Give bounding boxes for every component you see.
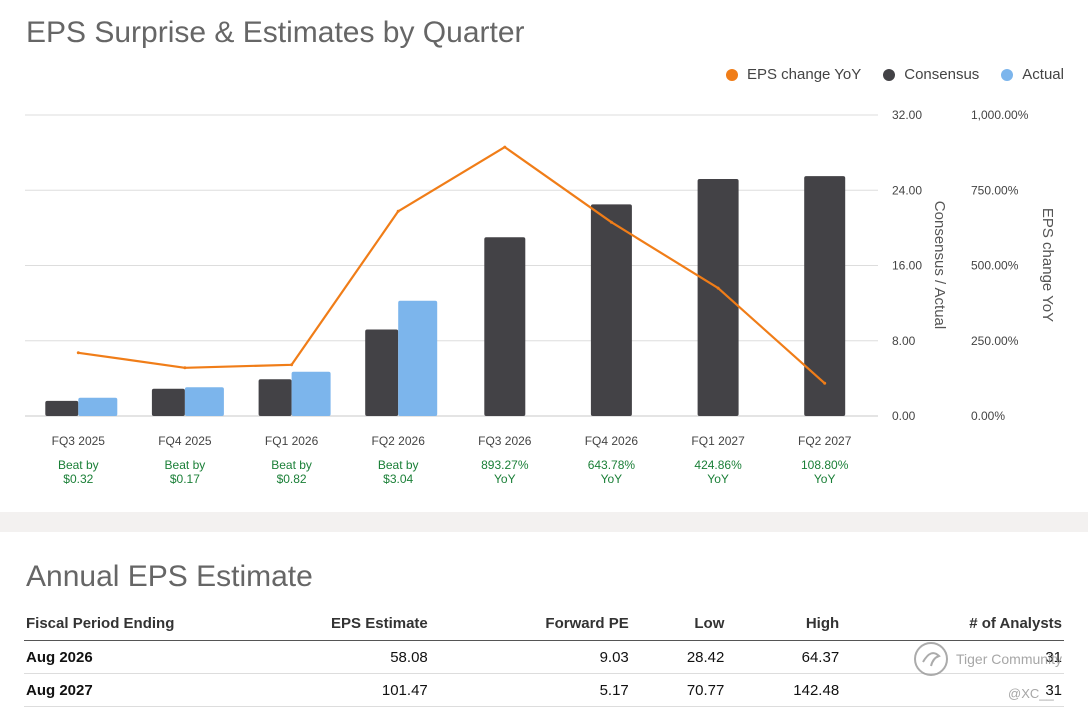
eps-change-point bbox=[609, 220, 613, 224]
eps-change-point bbox=[503, 145, 507, 149]
table-cell: Aug 2026 bbox=[24, 640, 198, 674]
legend-item[interactable]: Consensus bbox=[883, 66, 979, 83]
actual-bar bbox=[398, 300, 438, 416]
x-tick-label: FQ3 2025 bbox=[52, 434, 106, 448]
table-row: Aug 2026 58.08 9.03 28.42 64.37 31 bbox=[24, 640, 1064, 674]
y-right-tick-label: 750.00% bbox=[971, 183, 1019, 197]
bar-annotation: 643.78% bbox=[588, 458, 636, 472]
bar-annotation: $3.04 bbox=[383, 472, 413, 486]
bar-annotation: 108.80% bbox=[801, 458, 849, 472]
legend-dot-icon bbox=[1001, 68, 1014, 81]
table-header-row: Fiscal Period Ending EPS Estimate Forward … bbox=[24, 606, 1064, 641]
watermark-text: Tiger Community bbox=[956, 651, 1063, 667]
eps-change-line bbox=[78, 146, 826, 385]
legend-item[interactable]: EPS change YoY bbox=[725, 66, 862, 83]
actual-bar bbox=[78, 397, 118, 416]
bar-annotation: Beat by bbox=[271, 458, 312, 472]
consensus-bar bbox=[804, 176, 846, 416]
y-right-tick-label: 500.00% bbox=[971, 259, 1019, 273]
bar-annotation: $0.17 bbox=[170, 472, 200, 486]
table-cell: 64.37 bbox=[726, 640, 842, 674]
table-cell: 9.03 bbox=[429, 640, 631, 674]
eps-change-point bbox=[183, 366, 187, 370]
consensus-bar bbox=[151, 388, 185, 416]
section-divider bbox=[0, 512, 1088, 532]
y-left-tick-label: 0.00 bbox=[892, 409, 916, 423]
actual-bar bbox=[184, 387, 224, 416]
x-tick-label: FQ2 2027 bbox=[798, 434, 852, 448]
eps-chart: 0.00 0.00% 8.00 250.00% 16.00 500.00% 24.00 750… bbox=[25, 108, 1056, 486]
y-right-tick-label: 1,000.00% bbox=[971, 108, 1029, 122]
column-header[interactable]: EPS Estimate bbox=[198, 606, 430, 641]
consensus-bar bbox=[484, 237, 526, 416]
actual-bar bbox=[291, 371, 331, 416]
eps-change-point bbox=[76, 351, 80, 355]
bar-annotation: Beat by bbox=[165, 458, 206, 472]
chart-legend: EPS change YoY Consensus Actual bbox=[725, 66, 1064, 83]
bar-annotation: Beat by bbox=[378, 458, 419, 472]
x-tick-label: FQ4 2026 bbox=[585, 434, 639, 448]
y-left-axis-title: Consensus / Actual bbox=[931, 201, 948, 329]
x-tick-label: FQ4 2025 bbox=[158, 434, 212, 448]
x-tick-label: FQ3 2026 bbox=[478, 434, 532, 448]
y-left-tick-label: 16.00 bbox=[892, 259, 922, 273]
table-cell: 142.48 bbox=[726, 673, 842, 707]
y-left-tick-label: 32.00 bbox=[892, 108, 922, 122]
bar-annotation: $0.82 bbox=[277, 472, 307, 486]
eps-change-point bbox=[823, 381, 827, 385]
bar-annotation: YoY bbox=[814, 472, 836, 486]
legend-label: Consensus bbox=[904, 66, 980, 83]
column-header[interactable]: High bbox=[726, 606, 842, 641]
y-right-tick-label: 0.00% bbox=[971, 409, 1005, 423]
table-cell: 5.17 bbox=[429, 673, 631, 707]
x-tick-label: FQ1 2027 bbox=[691, 434, 745, 448]
legend-label: Actual bbox=[1022, 66, 1064, 83]
bar-annotation: 424.86% bbox=[694, 458, 742, 472]
eps-change-point bbox=[290, 363, 294, 367]
table-row: Aug 2027 101.47 5.17 70.77 142.48 31 bbox=[24, 673, 1064, 707]
column-header[interactable]: # of Analysts bbox=[841, 606, 1064, 641]
annual-eps-title: Annual EPS Estimate bbox=[26, 560, 313, 593]
eps-change-point bbox=[396, 209, 400, 213]
consensus-bar bbox=[697, 179, 739, 416]
table-cell: 31 bbox=[841, 640, 1064, 674]
y-left-tick-label: 24.00 bbox=[892, 183, 922, 197]
y-right-tick-label: 250.00% bbox=[971, 334, 1019, 348]
consensus-bar bbox=[45, 400, 79, 416]
tiger-logo-icon bbox=[914, 642, 948, 676]
watermark-handle: @XC__ bbox=[1008, 686, 1054, 701]
annual-eps-section: Annual EPS Estimate Fiscal Period Ending… bbox=[0, 532, 1088, 720]
table-cell: Aug 2027 bbox=[24, 673, 198, 707]
bar-annotation: 893.27% bbox=[481, 458, 529, 472]
table-cell: 101.47 bbox=[198, 673, 430, 707]
legend-dot-icon bbox=[883, 68, 896, 81]
table-cell: 58.08 bbox=[198, 640, 430, 674]
eps-change-point bbox=[716, 286, 720, 290]
table-cell: 31 bbox=[841, 673, 1064, 707]
eps-chart-section: EPS Surprise & Estimates by Quarter EPS … bbox=[25, 16, 1064, 486]
legend-item[interactable]: Actual bbox=[1001, 66, 1064, 83]
bar-annotation: $0.32 bbox=[63, 472, 93, 486]
x-tick-label: FQ2 2026 bbox=[372, 434, 426, 448]
column-header[interactable]: Fiscal Period Ending bbox=[24, 606, 198, 641]
column-header[interactable]: Forward PE bbox=[429, 606, 631, 641]
legend-label: EPS change YoY bbox=[746, 66, 862, 83]
table-cell: 70.77 bbox=[630, 673, 727, 707]
bar-annotation: YoY bbox=[601, 472, 623, 486]
y-left-tick-label: 8.00 bbox=[892, 334, 916, 348]
watermark: Tiger Community bbox=[912, 640, 1062, 678]
x-tick-label: FQ1 2026 bbox=[265, 434, 319, 448]
consensus-bar bbox=[365, 329, 399, 416]
annual-eps-table: Fiscal Period Ending EPS Estimate Forward … bbox=[24, 606, 1064, 707]
table-cell: 28.42 bbox=[630, 640, 727, 674]
y-right-axis-title: EPS change YoY bbox=[1039, 208, 1056, 322]
consensus-bar bbox=[258, 379, 292, 416]
bar-annotation: Beat by bbox=[58, 458, 99, 472]
bar-annotation: YoY bbox=[707, 472, 729, 486]
chart-title: EPS Surprise & Estimates by Quarter bbox=[26, 16, 525, 49]
legend-dot-icon bbox=[725, 68, 738, 81]
consensus-bar bbox=[590, 204, 632, 416]
column-header[interactable]: Low bbox=[630, 606, 727, 641]
bar-annotation: YoY bbox=[494, 472, 516, 486]
